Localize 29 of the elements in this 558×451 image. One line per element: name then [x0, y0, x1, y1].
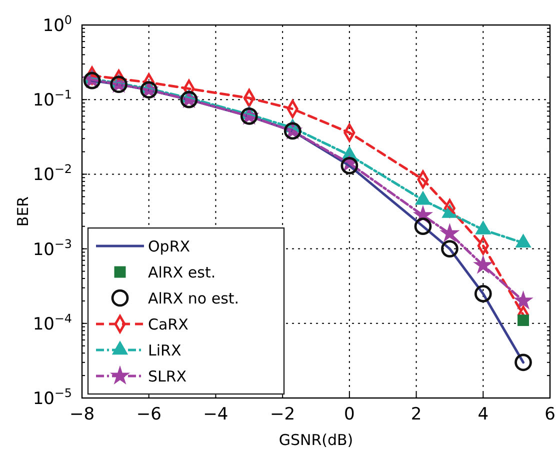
x-tick-label: −4: [203, 404, 228, 425]
point: [518, 314, 529, 326]
point: [441, 240, 458, 258]
y-axis-title: BER: [14, 196, 32, 227]
x-axis-title: GSNR(dB): [278, 431, 354, 449]
point: [340, 157, 358, 174]
point: [474, 285, 492, 302]
x-tick-label: −8: [69, 404, 95, 425]
x-tick-label: 6: [544, 404, 556, 425]
legend-label: SLRX: [148, 367, 187, 386]
point: [414, 218, 432, 236]
x-tick-label: 2: [410, 404, 422, 425]
x-tick-label: −6: [136, 404, 162, 425]
x-tick-label: 0: [344, 404, 355, 425]
y-tick-label: 10$^{−3}$: [32, 236, 72, 260]
y-tick-label: 10$^{−1}$: [32, 88, 72, 111]
legend-label: AlRX no est.: [148, 289, 240, 308]
y-tick-label: 10$^{−4}$: [32, 311, 72, 334]
legend-label: OpRX: [148, 237, 190, 256]
legend-label: CaRX: [148, 315, 188, 334]
y-tick-label: 10$^{−2}$: [32, 162, 72, 186]
y-tick-label: 10$^{0}$: [42, 12, 72, 36]
point: [514, 291, 532, 309]
point: [514, 354, 532, 372]
x-tick-label: 4: [478, 404, 489, 425]
legend-label: LiRX: [148, 341, 182, 360]
legend-label: AlRX est.: [148, 263, 216, 282]
x-tick-label: −2: [270, 404, 296, 425]
y-tick-label: 10$^{−5}$: [32, 386, 72, 409]
